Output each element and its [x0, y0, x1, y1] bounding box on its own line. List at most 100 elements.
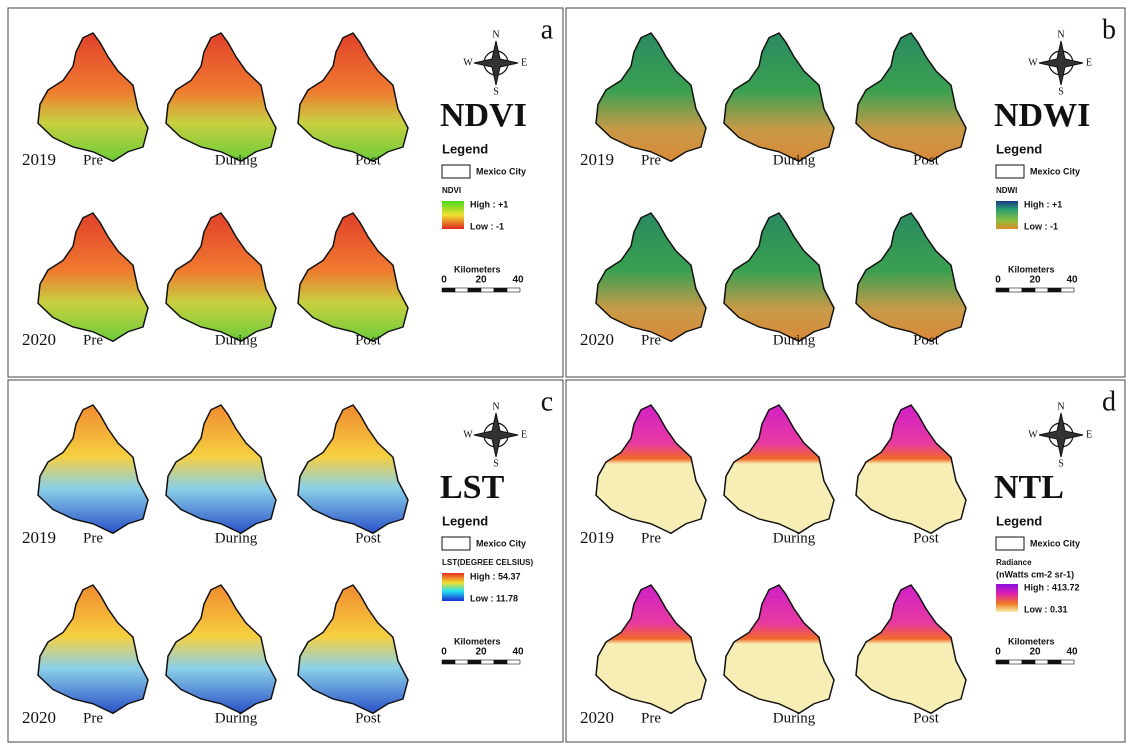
- year-label: 2019: [22, 150, 56, 169]
- legend-low: Low : -1: [1024, 221, 1058, 231]
- map: [37, 404, 149, 535]
- period-label: Post: [913, 710, 940, 726]
- panel-letter: a: [541, 14, 554, 45]
- scale-segment: [1021, 287, 1036, 293]
- scale-segment: [1047, 287, 1062, 293]
- period-label: During: [215, 332, 258, 348]
- scale-title: Kilometers: [454, 264, 501, 274]
- compass-label: S: [493, 86, 499, 97]
- scale-title: Kilometers: [454, 636, 501, 646]
- scale-segment: [1021, 659, 1036, 665]
- map: [595, 32, 707, 163]
- compass-label: N: [1057, 401, 1064, 412]
- map: [165, 32, 277, 163]
- scale-segment: [441, 659, 456, 665]
- period-label: During: [215, 152, 258, 168]
- legend-ramp: [442, 573, 464, 601]
- legend-ramp-subtitle: (nWatts cm-2 sr-1): [996, 569, 1074, 579]
- compass-label: W: [463, 429, 473, 440]
- scale-segment: [1047, 659, 1062, 665]
- period-label: Pre: [83, 710, 103, 726]
- period-label: Pre: [641, 710, 661, 726]
- panel: a Pre During Post 2019 Pre During Post 2020 N S E W N…: [7, 7, 564, 378]
- map: [37, 584, 149, 715]
- scale-segment: [480, 287, 495, 293]
- scale-tick-label: 0: [441, 275, 447, 286]
- scale-segment: [454, 659, 469, 665]
- scale-tick-label: 20: [475, 647, 487, 658]
- map-title: LST: [440, 469, 505, 506]
- scale-segment: [1008, 659, 1023, 665]
- legend-boundary-label: Mexico City: [476, 538, 526, 548]
- compass-star: [1038, 40, 1084, 86]
- period-label: Pre: [641, 152, 661, 168]
- legend-boundary-swatch: [995, 536, 1025, 551]
- map: [855, 32, 967, 163]
- panel-letter: b: [1102, 14, 1116, 45]
- legend-heading: Legend: [442, 513, 488, 528]
- compass-star: [473, 412, 519, 458]
- scale-tick-label: 40: [512, 275, 524, 286]
- compass-label: E: [521, 429, 527, 440]
- panel-border: [565, 379, 1126, 743]
- scale-segment: [441, 287, 456, 293]
- scale-segment: [995, 659, 1010, 665]
- compass-label: S: [1058, 86, 1064, 97]
- year-label: 2019: [22, 528, 56, 547]
- legend-ramp: [996, 201, 1018, 229]
- legend-ramp-title: NDWI: [996, 186, 1017, 195]
- compass-label: N: [1057, 29, 1064, 40]
- map: [37, 212, 149, 343]
- map: [723, 212, 835, 343]
- scale-segment: [995, 287, 1010, 293]
- compass-label: E: [1086, 57, 1092, 68]
- compass-star: [473, 40, 519, 86]
- legend-high: High : +1: [1024, 199, 1062, 209]
- period-label: Post: [355, 152, 382, 168]
- scale-segment: [493, 287, 508, 293]
- scale-segment: [1008, 287, 1023, 293]
- scale-segment: [506, 287, 521, 293]
- scale-segment: [493, 659, 508, 665]
- period-label: Post: [355, 332, 382, 348]
- period-label: Post: [355, 710, 382, 726]
- scale-tick-label: 40: [1066, 647, 1078, 658]
- map: [297, 212, 409, 343]
- legend-ramp-title: LST(DEGREE CELSIUS): [442, 558, 533, 567]
- compass-label: S: [1058, 458, 1064, 469]
- compass-label: W: [1028, 429, 1038, 440]
- scale-tick-label: 20: [1029, 647, 1041, 658]
- legend-boundary-swatch: [995, 164, 1025, 179]
- period-label: Pre: [641, 530, 661, 546]
- map: [297, 584, 409, 715]
- year-label: 2020: [580, 708, 614, 727]
- panel-border: [7, 379, 564, 743]
- scale-segment: [467, 287, 482, 293]
- period-label: During: [773, 332, 816, 348]
- legend-heading: Legend: [442, 141, 488, 156]
- legend-low: Low : 0.31: [1024, 604, 1068, 614]
- map: [723, 584, 835, 715]
- scale-segment: [1060, 659, 1075, 665]
- map: [855, 404, 967, 535]
- panel-letter: c: [541, 386, 553, 417]
- panel: c Pre During Post 2019 Pre During Post 2020 N S E W L…: [7, 379, 564, 743]
- legend-low: Low : -1: [470, 221, 504, 231]
- scale-segment: [1060, 287, 1075, 293]
- panel: b Pre During Post 2019 Pre During Post 2020 N S E W N…: [565, 7, 1126, 378]
- scale-segment: [1034, 287, 1049, 293]
- legend-high: High : +1: [470, 199, 508, 209]
- scale-tick-label: 0: [441, 647, 447, 658]
- period-label: During: [773, 710, 816, 726]
- year-label: 2019: [580, 150, 614, 169]
- legend-ramp-title: NDVI: [442, 186, 461, 195]
- map: [855, 212, 967, 343]
- map: [165, 404, 277, 535]
- scale-tick-label: 20: [1029, 275, 1041, 286]
- period-label: Pre: [83, 530, 103, 546]
- compass-label: N: [492, 401, 499, 412]
- map: [595, 212, 707, 343]
- map-title: NTL: [994, 469, 1064, 506]
